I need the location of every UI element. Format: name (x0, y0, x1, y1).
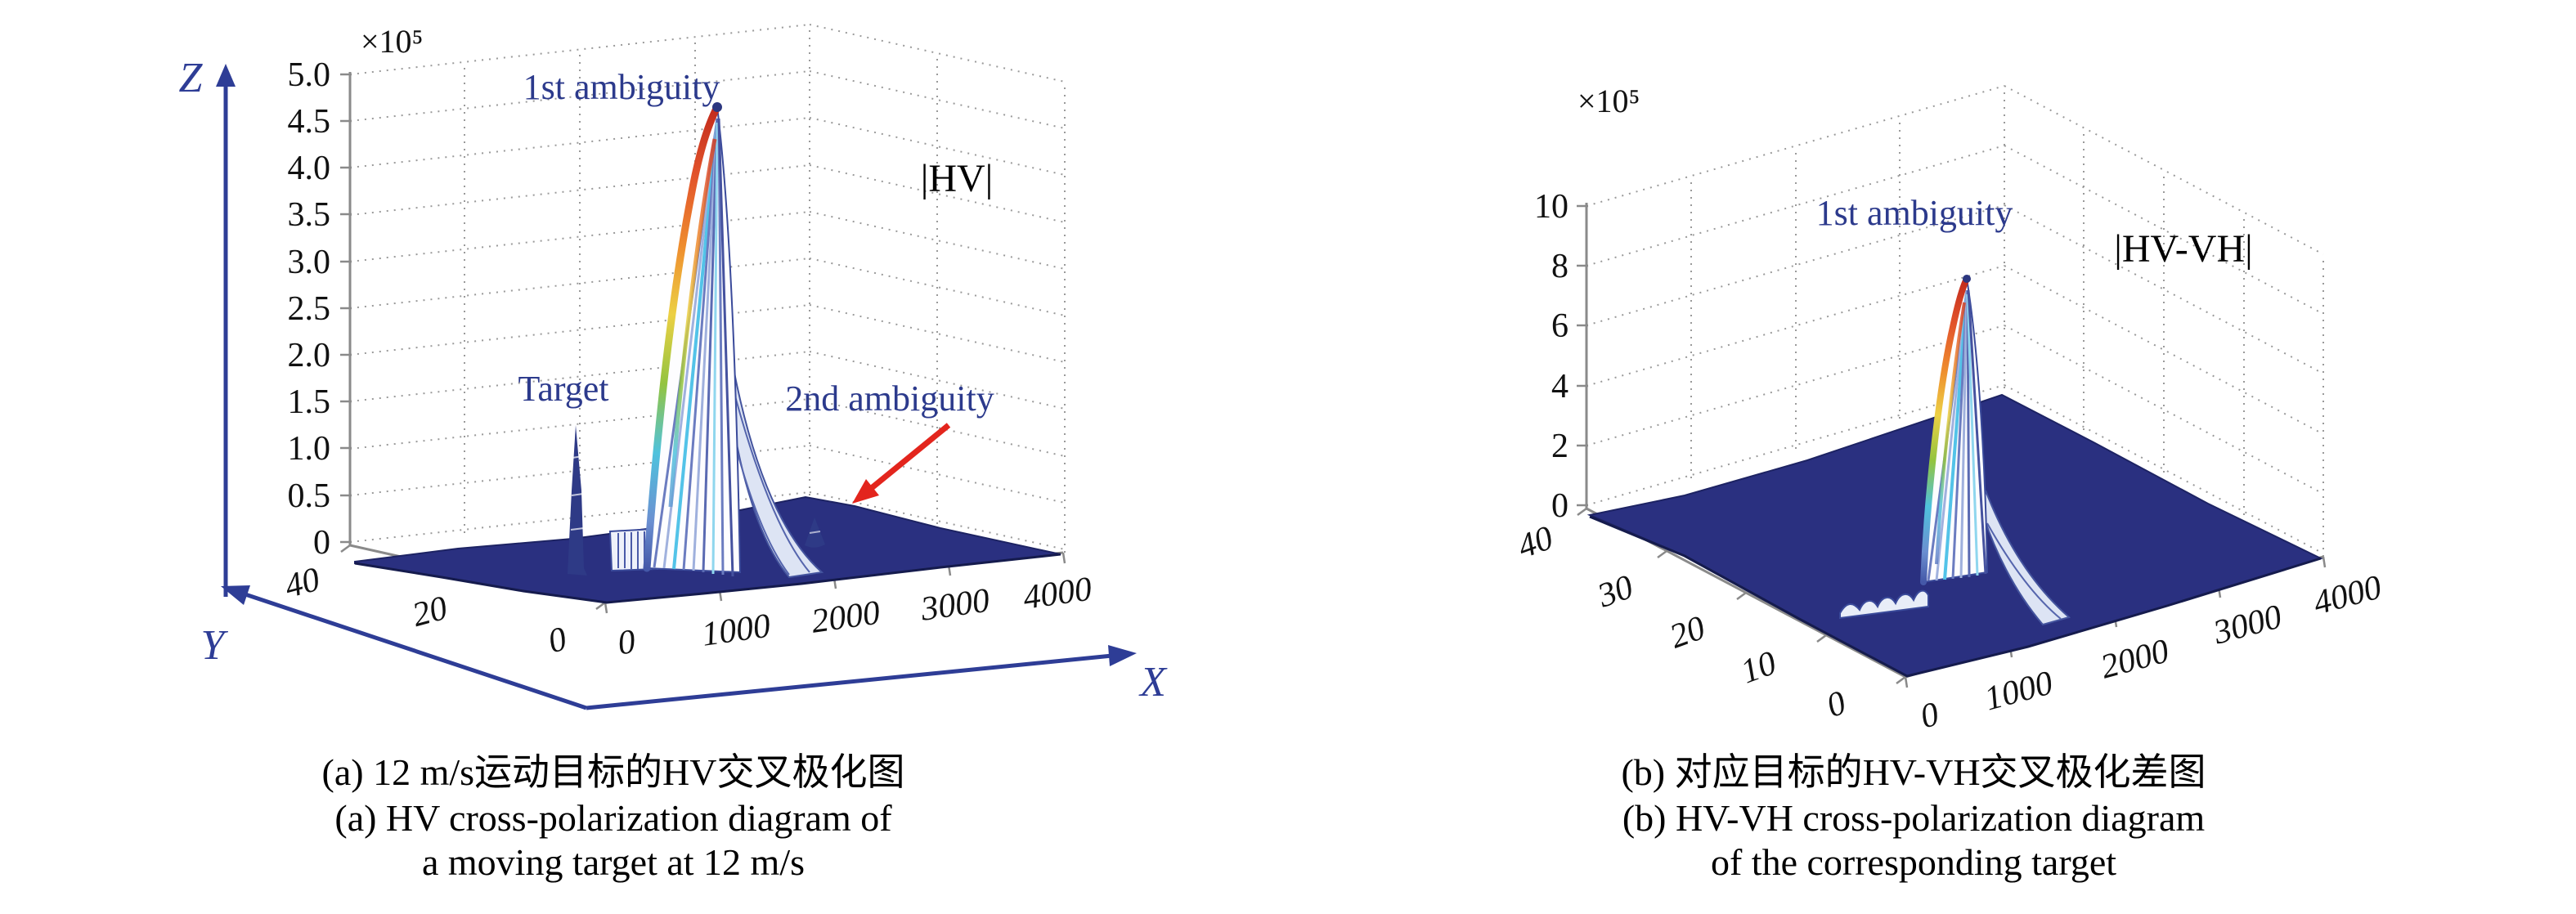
y-tick-label: 20 (1665, 609, 1710, 656)
panel-b-side-ridge (1839, 589, 1929, 620)
z-tick-label: 5.0 (288, 56, 331, 94)
panel-b-main-peak (1920, 275, 2071, 626)
y-tick-label: 0 (545, 621, 571, 661)
y-tick-label: 40 (1513, 519, 1558, 567)
panel-a-caption: (a) 12 m/s运动目标的HV交叉极化图 (a) HV cross-pola… (322, 751, 905, 883)
caption-line: of the corresponding target (1711, 841, 2116, 883)
annotation-first-ambiguity: 1st ambiguity (1816, 193, 2013, 233)
z-axis-letter: Z (179, 55, 204, 101)
z-tick-label: 0.5 (288, 477, 331, 515)
panel-a-target-spike (568, 425, 587, 576)
panel-b-caption: (b) 对应目标的HV-VH交叉极化差图 (b) HV-VH cross-pol… (1621, 751, 2206, 883)
z-tick-label: 1.5 (288, 383, 331, 421)
x-tick-label: 3000 (2209, 598, 2286, 652)
panel-a-hand-axes (216, 64, 1137, 710)
caption-line: (a) HV cross-polarization diagram of (334, 797, 892, 839)
panel-a-z-tick-labels: 5.0 4.5 4.0 3.5 3.0 2.5 2.0 1.5 1.0 0.5 … (288, 56, 331, 562)
panel-b-sidewall-grid (2004, 85, 2324, 557)
z-tick-label: 6 (1551, 307, 1568, 345)
x-tick-label: 1000 (1981, 664, 2057, 718)
panel-a-red-annotation-arrow (852, 423, 951, 504)
z-scale-label: ×10⁵ (1577, 83, 1640, 119)
z-tick-label: 4.0 (288, 150, 331, 187)
z-tick-label: 0 (313, 524, 330, 562)
y-axis-letter: Y (201, 622, 229, 669)
y-axis-arrowhead-icon (221, 585, 250, 605)
x-axis-letter: X (1138, 659, 1168, 706)
z-tick-label: 2 (1551, 428, 1568, 465)
panel-b-quantity-label: |HV-VH| (2114, 227, 2252, 271)
panel-b-plot: 10 8 6 4 2 0 ×10⁵ 40 30 20 10 0 0 1000 2… (1513, 83, 2385, 736)
y-tick-label: 0 (1822, 684, 1851, 725)
annotation-target: Target (518, 369, 609, 409)
panel-a-plot: 5.0 4.5 4.0 3.5 3.0 2.5 2.0 1.5 1.0 0.5 … (179, 23, 1168, 710)
caption-line: (a) 12 m/s运动目标的HV交叉极化图 (322, 751, 905, 793)
x-axis-arrow (586, 652, 1121, 710)
z-tick-label: 3.0 (288, 244, 331, 281)
x-axis-arrowhead-icon (1108, 645, 1137, 666)
annotation-first-ambiguity: 1st ambiguity (523, 67, 720, 107)
x-tick-label: 4000 (1021, 571, 1094, 617)
y-tick-label: 10 (1736, 644, 1781, 692)
x-tick-label: 2000 (809, 594, 882, 641)
z-tick-label: 10 (1534, 188, 1568, 226)
x-tick-label: 3000 (918, 582, 992, 629)
y-axis-arrow (235, 589, 587, 710)
x-tick-label: 0 (616, 623, 638, 662)
z-axis-arrowhead-icon (216, 64, 236, 87)
x-tick-label: 1000 (699, 607, 773, 654)
panel-b-surface-front-edge (1589, 515, 2322, 678)
x-tick-label: 0 (1917, 696, 1943, 737)
panel-b-z-tick-labels: 10 8 6 4 2 0 (1534, 188, 1568, 525)
z-tick-label: 2.5 (288, 290, 331, 328)
panel-a-main-peak (643, 102, 824, 579)
z-tick-label: 4.5 (288, 103, 331, 141)
z-tick-label: 1.0 (288, 430, 331, 468)
z-tick-label: 2.0 (288, 337, 331, 374)
y-tick-label: 40 (280, 561, 323, 606)
y-tick-label: 20 (408, 589, 451, 634)
x-tick-label: 4000 (2309, 568, 2385, 622)
panel-a-second-ambiguity-bump (805, 517, 825, 548)
annotation-second-ambiguity: 2nd ambiguity (785, 379, 994, 419)
caption-line: (b) HV-VH cross-polarization diagram (1622, 797, 2206, 839)
z-tick-label: 8 (1551, 248, 1568, 285)
panel-a-quantity-label: |HV| (921, 157, 994, 200)
panel-b-backwall-grid (1586, 85, 2005, 506)
z-tick-label: 3.5 (288, 196, 331, 234)
z-tick-label: 4 (1551, 368, 1568, 405)
z-scale-label: ×10⁵ (361, 23, 424, 60)
y-tick-label: 30 (1592, 568, 1638, 616)
z-tick-label: 0 (1551, 487, 1568, 525)
panel-a-sidewall-grid (809, 24, 1066, 553)
caption-line: a moving target at 12 m/s (422, 841, 805, 883)
panel-a-backwall-grid (349, 24, 810, 543)
panel-a-surface-front-edge (354, 553, 1061, 604)
x-tick-label: 2000 (2097, 632, 2173, 686)
caption-line: (b) 对应目标的HV-VH交叉极化差图 (1621, 751, 2206, 793)
